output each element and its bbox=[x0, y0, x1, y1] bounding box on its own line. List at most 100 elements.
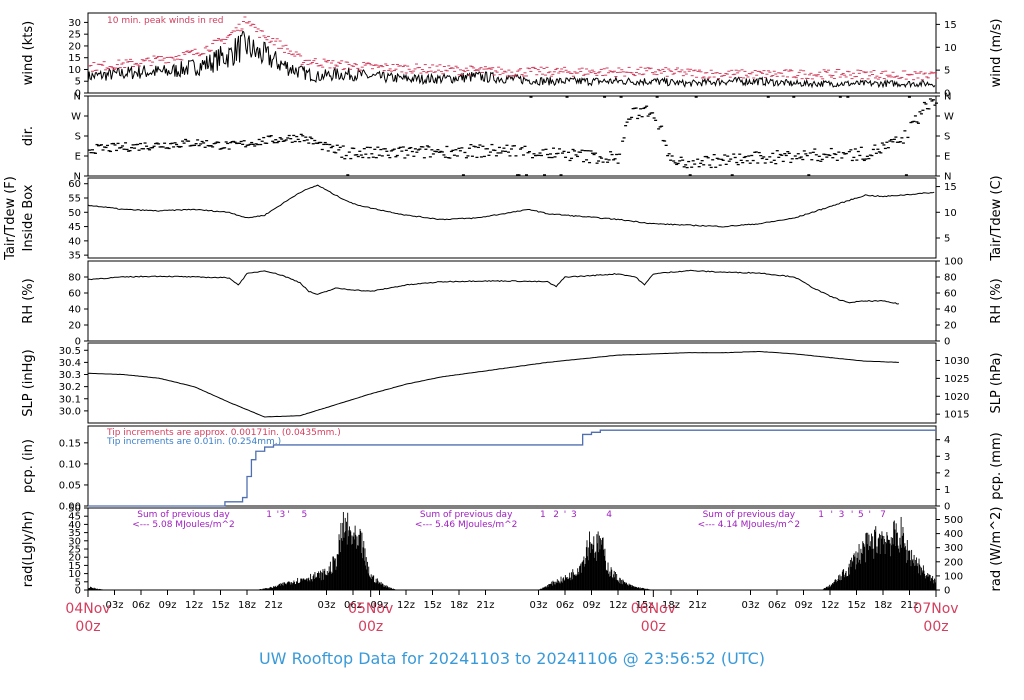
time-tick-label: 06z bbox=[344, 600, 362, 611]
tick-label-right: 0 bbox=[944, 337, 950, 348]
tick-label-left: 30.0 bbox=[59, 406, 81, 417]
ylabel-outer: Tair/Tdew (F) bbox=[3, 176, 18, 261]
day-label: 05Nov bbox=[348, 601, 393, 617]
rad-note: Sum of previous day<--- 5.46 MJoules/m^2… bbox=[415, 510, 612, 530]
precip-annotation-tip: Tip increments are 0.01in. (0.254mm.) bbox=[106, 437, 281, 447]
tick-label-right: 1020 bbox=[944, 392, 969, 403]
ylabel-left: rad(Lgly/hr) bbox=[21, 511, 36, 587]
rad-hour-label: ' bbox=[287, 510, 289, 520]
time-tick-label: 15z bbox=[848, 600, 866, 611]
tick-label-right: 5 bbox=[944, 66, 950, 77]
tick-label-right: 3 bbox=[944, 452, 950, 463]
tick-label-right: 80 bbox=[944, 273, 957, 284]
ylabel-left: wind (kts) bbox=[21, 21, 36, 85]
tick-label-left: 5 bbox=[75, 77, 81, 88]
rad-note-line1: Sum of previous day bbox=[137, 510, 230, 520]
tick-label-left: 30 bbox=[68, 536, 81, 547]
series-temp bbox=[87, 184, 935, 228]
rad-hour-label: ' bbox=[831, 510, 833, 520]
tick-label-left: 0.05 bbox=[59, 480, 81, 491]
tick-label-left: W bbox=[71, 112, 81, 123]
tick-label-left: 20 bbox=[68, 321, 81, 332]
series-rh bbox=[88, 269, 899, 305]
tick-label-left: 30 bbox=[68, 18, 81, 29]
chart-title: UW Rooftop Data for 20241103 to 20241106… bbox=[258, 649, 766, 668]
tick-label-right: 1030 bbox=[944, 356, 969, 367]
rad-note-line2: <--- 4.14 MJoules/m^2 bbox=[698, 520, 800, 530]
tick-label-right: 4 bbox=[944, 435, 950, 446]
day-label: 06Nov bbox=[631, 601, 676, 617]
precip-annotation-approx: Tip increments are approx. 0.00171in. (0… bbox=[106, 428, 341, 438]
tick-label-right: 100 bbox=[944, 257, 963, 268]
time-tick-label: 12z bbox=[397, 600, 415, 611]
tick-label-right: 40 bbox=[944, 305, 957, 316]
time-tick-label: 21z bbox=[477, 600, 495, 611]
time-tick-label: 18z bbox=[662, 600, 680, 611]
time-tick-label: 21z bbox=[265, 600, 283, 611]
day-sub-label: 00z bbox=[358, 619, 383, 635]
tick-label-left: 80 bbox=[68, 273, 81, 284]
time-tick-label: 12z bbox=[185, 600, 203, 611]
day-sub-label: 00z bbox=[75, 619, 100, 635]
tick-label-left: 5 bbox=[75, 577, 81, 588]
rad-note-line1: Sum of previous day bbox=[420, 510, 513, 520]
tick-label-left: 40 bbox=[68, 520, 81, 531]
tick-label-left: 40 bbox=[68, 305, 81, 316]
time-tick-label: 18z bbox=[450, 600, 468, 611]
tick-label-left: N bbox=[74, 92, 81, 103]
panel-frame bbox=[87, 12, 937, 94]
rad-note-line2: <--- 5.08 MJoules/m^2 bbox=[132, 520, 234, 530]
time-tick-label: 15z bbox=[424, 600, 442, 611]
tick-label-right: 1015 bbox=[944, 410, 969, 421]
tick-label-right: 20 bbox=[944, 321, 957, 332]
tick-label-right: W bbox=[944, 112, 954, 123]
rad-hour-label: 5 bbox=[302, 510, 308, 520]
time-tick-label: 06z bbox=[132, 600, 150, 611]
rad-note: Sum of previous day<--- 4.14 MJoules/m^2… bbox=[698, 510, 886, 530]
panel-frame bbox=[87, 177, 937, 259]
tick-label-left: 35 bbox=[68, 528, 81, 539]
tick-label-right: 500 bbox=[944, 515, 963, 526]
panel-frame bbox=[87, 342, 937, 424]
tick-label-left: 0 bbox=[75, 337, 81, 348]
tick-label-left: 30.2 bbox=[59, 382, 81, 393]
ylabel-left: SLP (inHg) bbox=[21, 349, 36, 417]
tick-label-left: 30.1 bbox=[59, 394, 81, 405]
tick-label-right: 5 bbox=[944, 234, 950, 245]
tick-label-right: 1 bbox=[944, 485, 950, 496]
rad-hour-label: ' bbox=[851, 510, 853, 520]
tick-label-right: S bbox=[944, 132, 950, 143]
time-tick-label: 06z bbox=[556, 600, 574, 611]
tick-label-left: 45 bbox=[68, 222, 81, 233]
tick-label-left: 55 bbox=[68, 194, 81, 205]
tick-label-left: 60 bbox=[68, 289, 81, 300]
tick-label-left: 0 bbox=[75, 586, 81, 597]
series-dir bbox=[88, 96, 938, 176]
tick-label-right: 10 bbox=[944, 208, 957, 219]
tick-label-left: 0.10 bbox=[59, 459, 81, 470]
ylabel-left: Inside Box bbox=[21, 184, 36, 251]
time-tick-label: 15z bbox=[636, 600, 654, 611]
tick-label-left: 20 bbox=[68, 553, 81, 564]
tick-label-left: 0.15 bbox=[59, 438, 81, 449]
rad-hour-label: ' bbox=[564, 510, 566, 520]
time-tick-label: 18z bbox=[874, 600, 892, 611]
time-tick-label: 06z bbox=[768, 600, 786, 611]
rad-note-line1: Sum of previous day bbox=[703, 510, 796, 520]
time-tick-label: 03z bbox=[742, 600, 760, 611]
tick-label-right: 1025 bbox=[944, 374, 969, 385]
tick-label-right: N bbox=[944, 92, 951, 103]
day-sub-label: 00z bbox=[923, 619, 948, 635]
time-tick-label: 03z bbox=[530, 600, 548, 611]
series-rad bbox=[87, 512, 937, 590]
tick-label-left: 25 bbox=[68, 30, 81, 41]
tick-label-right: 0 bbox=[944, 89, 950, 100]
wind-annotation: 10 min. peak winds in red bbox=[107, 16, 224, 26]
time-axis: 03z 06z 09z 12z 15z 18z 21z 03z 06z 09z 12z 15z 18z 2… bbox=[65, 590, 959, 635]
time-tick-label: 09z bbox=[371, 600, 389, 611]
tick-label-right: E bbox=[944, 152, 950, 163]
